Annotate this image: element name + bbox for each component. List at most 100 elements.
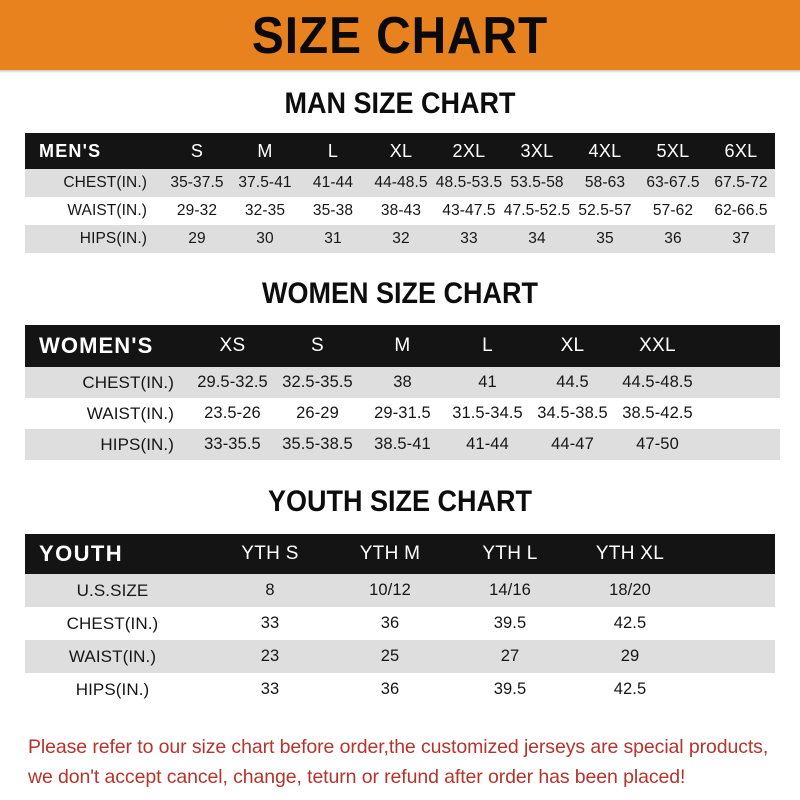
youth-size-header-xl: YTH XL (595, 543, 665, 564)
man-size-header-l: L (327, 140, 339, 161)
man-waist-label: WAIST(IN.) (67, 202, 147, 219)
youth-chest-m: 36 (380, 614, 400, 632)
youth-chest-label: CHEST(IN.) (66, 613, 159, 633)
table-row: CHEST(IN.) 35-37.5 37.5-41 41-44 44-48.5… (25, 169, 775, 197)
table-row: HIPS(IN.) 33-35.5 35.5-38.5 38.5-41 41-4… (25, 429, 780, 460)
women-header-spacer (700, 325, 780, 367)
man-size-header-6xl: 6XL (724, 140, 758, 161)
youth-waist-s: 23 (260, 647, 280, 665)
man-waist-l: 35-38 (312, 202, 354, 219)
man-size-header-s: S (190, 140, 204, 161)
man-size-header-5xl: 5XL (656, 140, 690, 161)
youth-waist-label: WAIST(IN.) (68, 646, 157, 666)
youth-ussize-spacer (690, 574, 775, 607)
youth-size-header-s: YTH S (241, 543, 299, 564)
table-row: WAIST(IN.) 29-32 32-35 35-38 38-43 43-47… (25, 197, 775, 225)
women-hips-s: 35.5-38.5 (282, 435, 353, 453)
man-chest-s: 35-37.5 (170, 174, 224, 191)
youth-waist-l: 27 (500, 647, 520, 665)
man-chest-6xl: 67.5-72 (714, 174, 768, 191)
man-table-header-row: MEN'S S M L XL 2XL 3XL 4XL 5XL 6XL (25, 133, 775, 169)
youth-hips-xl: 42.5 (613, 680, 647, 698)
women-chest-xxl: 44.5-48.5 (622, 373, 693, 391)
man-chest-xl: 44-48.5 (374, 174, 428, 191)
youth-row-label-header: YOUTH (39, 541, 123, 566)
women-waist-s: 26-29 (296, 404, 339, 422)
women-waist-xxl: 38.5-42.5 (622, 404, 693, 422)
youth-hips-label: HIPS(IN.) (75, 679, 150, 699)
women-hips-xs: 33-35.5 (204, 435, 261, 453)
man-size-header-m: M (257, 140, 273, 161)
women-size-section: WOMEN SIZE CHART WOMEN'S XS S M L XL XXL… (0, 279, 800, 460)
women-waist-xs: 23.5-26 (204, 404, 261, 422)
youth-chest-xl: 42.5 (613, 614, 647, 632)
youth-waist-spacer (690, 640, 775, 673)
man-chest-2xl: 48.5-53.5 (435, 174, 503, 191)
women-chest-m: 38 (393, 373, 412, 391)
youth-waist-xl: 29 (620, 647, 640, 665)
youth-ussize-s: 8 (265, 581, 275, 599)
man-hips-l: 31 (324, 230, 342, 247)
man-chest-5xl: 63-67.5 (646, 174, 700, 191)
youth-chest-spacer (690, 607, 775, 640)
women-size-header-xxl: XXL (639, 335, 676, 356)
footer-notice-line-2: we don't accept cancel, change, teturn o… (28, 765, 686, 788)
youth-ussize-xl: 18/20 (609, 581, 651, 599)
youth-hips-m: 36 (380, 680, 400, 698)
women-size-header-m: M (394, 335, 411, 356)
man-waist-4xl: 52.5-57 (578, 202, 632, 219)
man-hips-label: HIPS(IN.) (79, 230, 147, 247)
women-chest-xl: 44.5 (556, 373, 589, 391)
man-waist-6xl: 62-66.5 (714, 202, 768, 219)
table-row: CHEST(IN.) 29.5-32.5 32.5-35.5 38 41 44.… (25, 367, 780, 398)
youth-header-spacer (690, 534, 775, 574)
women-chest-spacer (700, 367, 780, 398)
man-hips-s: 29 (188, 230, 206, 247)
table-row: WAIST(IN.) 23.5-26 26-29 29-31.5 31.5-34… (25, 398, 780, 429)
youth-size-header-m: YTH M (359, 543, 421, 564)
man-size-section: MAN SIZE CHART MEN'S S M L XL 2XL 3XL 4X… (0, 89, 800, 253)
youth-chest-s: 33 (260, 614, 280, 632)
youth-hips-spacer (690, 673, 775, 706)
man-chest-label: CHEST(IN.) (63, 174, 147, 191)
man-chest-l: 41-44 (312, 174, 354, 191)
man-waist-xl: 38-43 (380, 202, 422, 219)
table-row: CHEST(IN.) 33 36 39.5 42.5 (25, 607, 775, 640)
women-size-table: WOMEN'S XS S M L XL XXL CHEST(IN.) 29.5-… (25, 325, 780, 460)
youth-section-title: YOUTH SIZE CHART (267, 485, 533, 518)
women-chest-xs: 29.5-32.5 (197, 373, 268, 391)
women-chest-s: 32.5-35.5 (282, 373, 353, 391)
table-row: U.S.SIZE 8 10/12 14/16 18/20 (25, 574, 775, 607)
table-row: HIPS(IN.) 29 30 31 32 33 34 35 36 37 (25, 225, 775, 253)
page-banner: SIZE CHART (0, 0, 800, 70)
youth-ussize-m: 10/12 (369, 581, 411, 599)
women-chest-label: CHEST(IN.) (82, 372, 174, 392)
man-hips-2xl: 33 (460, 230, 478, 247)
footer-notice: Please refer to our size chart before or… (0, 732, 800, 792)
youth-ussize-label: U.S.SIZE (76, 580, 149, 600)
women-chest-l: 41 (478, 373, 497, 391)
man-hips-3xl: 34 (528, 230, 546, 247)
man-hips-xl: 32 (392, 230, 410, 247)
banner-shadow (0, 70, 800, 73)
man-chest-m: 37.5-41 (238, 174, 292, 191)
women-table-header-row: WOMEN'S XS S M L XL XXL (25, 325, 780, 367)
man-chest-4xl: 58-63 (584, 174, 626, 191)
man-waist-5xl: 57-62 (652, 202, 694, 219)
youth-hips-l: 39.5 (493, 680, 527, 698)
man-size-table: MEN'S S M L XL 2XL 3XL 4XL 5XL 6XL CHEST… (25, 133, 775, 253)
women-hips-xl: 44-47 (551, 435, 594, 453)
man-waist-s: 29-32 (176, 202, 218, 219)
man-size-header-3xl: 3XL (520, 140, 554, 161)
youth-size-header-l: YTH L (482, 543, 538, 564)
man-waist-3xl: 47.5-52.5 (503, 202, 571, 219)
man-size-header-xl: XL (389, 140, 413, 161)
man-hips-6xl: 37 (732, 230, 750, 247)
women-row-label-header: WOMEN'S (39, 333, 154, 358)
youth-ussize-l: 14/16 (489, 581, 531, 599)
youth-hips-s: 33 (260, 680, 280, 698)
man-section-title: MAN SIZE CHART (284, 87, 516, 120)
women-hips-label: HIPS(IN.) (100, 434, 174, 454)
man-size-header-2xl: 2XL (452, 140, 486, 161)
man-waist-m: 32-35 (244, 202, 286, 219)
